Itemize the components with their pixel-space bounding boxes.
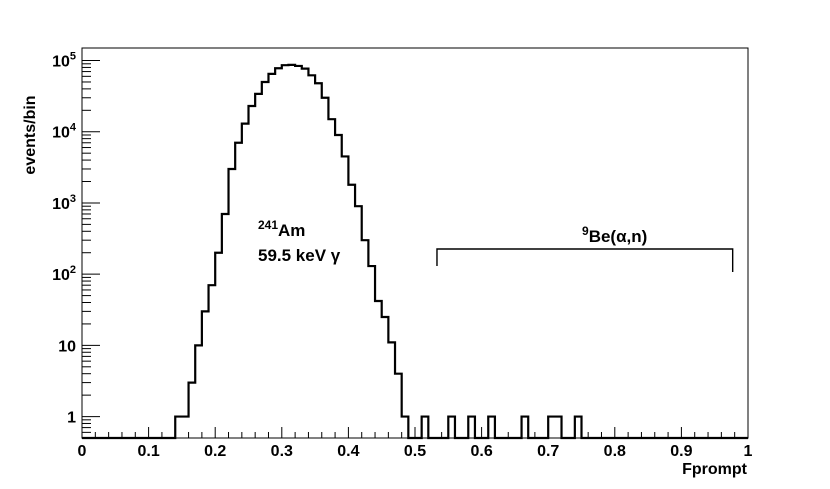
x-axis-title: Fprompt [682, 461, 748, 478]
be9-label: 9Be(α,n) [582, 224, 647, 246]
am241-label: 241Am [258, 218, 305, 240]
y-tick-label: 10 [58, 338, 76, 355]
x-tick-label: 0.9 [670, 443, 692, 460]
x-tick-label: 0 [78, 443, 87, 460]
x-tick-label: 0.4 [337, 443, 359, 460]
be9-reaction: Be(α,n) [589, 227, 648, 246]
x-tick-label: 0.6 [470, 443, 492, 460]
x-axis: 0 0.1 0.2 0.3 0.4 0.5 0.6 0.7 0.8 0.9 1 [78, 427, 753, 460]
be9-bracket [436, 248, 734, 272]
x-tick-label: 0.3 [271, 443, 293, 460]
am241-superscript: 241 [258, 218, 278, 232]
y-tick-label: 103 [52, 193, 76, 213]
am241-symbol: Am [278, 221, 305, 240]
y-tick-label: 1 [67, 410, 76, 427]
x-tick-label: 0.8 [604, 443, 626, 460]
histogram-line [82, 63, 748, 440]
x-tick-label: 1 [744, 443, 753, 460]
x-tick-label: 0.2 [204, 443, 226, 460]
y-tick-label: 102 [52, 264, 76, 284]
x-tick-label: 0.1 [137, 443, 159, 460]
x-tick-label: 0.5 [404, 443, 426, 460]
am241-energy: 59.5 keV γ [258, 246, 341, 265]
x-tick-label: 0.7 [537, 443, 559, 460]
y-tick-label: 105 [52, 51, 76, 71]
am241-annotation: 241Am 59.5 keV γ [258, 218, 341, 265]
be9-superscript: 9 [582, 224, 589, 238]
y-tick-label: 104 [52, 122, 77, 142]
plot-frame [81, 47, 749, 439]
be9-annotation: 9Be(α,n) [436, 224, 734, 272]
y-axis-title: events/bin [22, 95, 39, 174]
y-axis: 1 10 102 103 104 105 [52, 51, 100, 433]
